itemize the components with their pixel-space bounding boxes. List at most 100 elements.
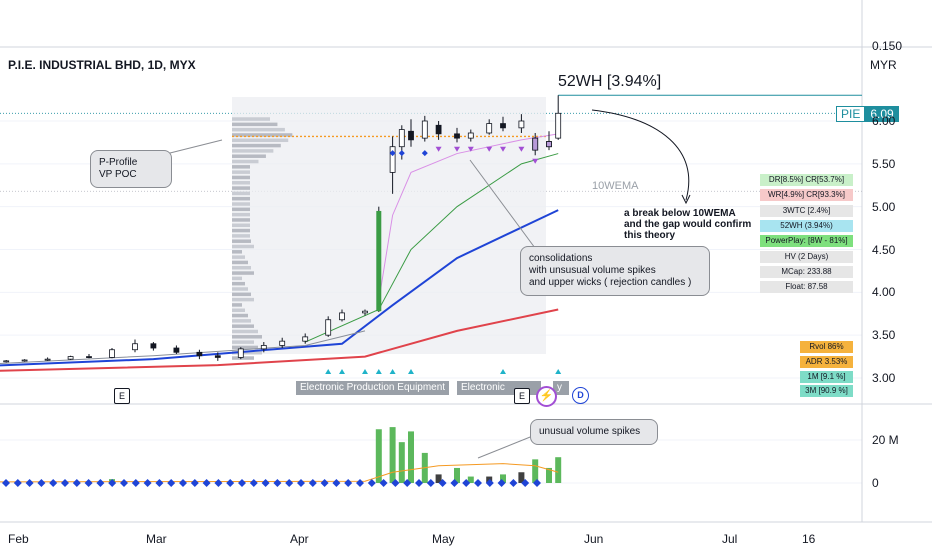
profile-bar xyxy=(232,138,289,143)
volume-marker xyxy=(72,479,81,487)
volume-bar xyxy=(435,474,442,483)
ma-line xyxy=(0,330,366,364)
profile-bar xyxy=(232,223,250,228)
volume-marker xyxy=(96,479,105,487)
price-tick-label: 3.00 xyxy=(872,371,896,385)
candle-body xyxy=(362,310,368,314)
time-tick-label: Jun xyxy=(584,532,604,546)
volume-marker xyxy=(202,479,211,487)
theory-note: a break below 10WEMA and the gap would c… xyxy=(624,208,774,241)
volume-marker xyxy=(462,479,471,487)
signal-triangle xyxy=(325,369,332,374)
profile-bar xyxy=(232,228,250,233)
profile-bar xyxy=(232,149,274,153)
volume-marker xyxy=(391,479,400,487)
volume-marker xyxy=(308,479,317,487)
last-price: 6.09 xyxy=(865,106,899,122)
profile-bar xyxy=(232,287,248,291)
profile-bar xyxy=(232,324,254,328)
time-tick-label: Mar xyxy=(146,532,167,546)
curved-arrow xyxy=(591,109,690,201)
profile-bar xyxy=(232,308,245,312)
volume-marker xyxy=(190,479,199,487)
moving-averages xyxy=(0,133,559,372)
signal-triangle xyxy=(375,369,382,374)
stat-badge: PowerPlay: [8W - 81%] xyxy=(760,235,853,248)
stat-badge: MCap: 233.88 xyxy=(760,265,853,278)
dividend-event-icon[interactable]: D xyxy=(572,387,589,404)
candle-body xyxy=(421,120,428,139)
candle-body xyxy=(173,347,180,353)
signal-triangle xyxy=(435,146,442,152)
profile-bar xyxy=(232,212,250,217)
volume-marker xyxy=(25,479,34,487)
profile-bar xyxy=(232,207,250,212)
profile-bar xyxy=(232,271,254,275)
time-tick-label: 16 xyxy=(802,532,816,546)
arrow-head xyxy=(681,194,691,205)
volume-marker xyxy=(415,479,423,487)
profile-bar xyxy=(232,313,248,318)
volume-bar xyxy=(555,457,562,483)
profile-bar xyxy=(232,266,251,270)
chart-title: P.I.E. INDUSTRIAL BHD, 1D, MYX xyxy=(8,58,196,72)
signal-diamond xyxy=(389,150,396,157)
stat-badge: HV (2 Days) xyxy=(760,250,853,263)
profile-bar xyxy=(232,117,270,121)
stat-badge: 3WTC [2.4%] xyxy=(760,204,853,217)
callout-volume-spikes: unusual volume spikes xyxy=(530,419,658,445)
volume-marker xyxy=(332,479,341,487)
last-price-label: PIE 6.09 xyxy=(836,106,899,122)
profile-bar xyxy=(232,154,266,158)
callout-consolidations-line2: with unsusual volume spikes xyxy=(529,265,656,276)
volume-marker xyxy=(426,479,435,487)
candle-body xyxy=(486,123,493,134)
volume-marker xyxy=(155,479,164,487)
callout-pprofile-line2: VP POC xyxy=(99,169,137,180)
volume-marker xyxy=(356,479,364,487)
profile-bar xyxy=(232,319,251,323)
candle-body xyxy=(500,123,506,129)
volume-marker xyxy=(320,479,329,487)
profile-bar xyxy=(232,345,258,350)
sector-label-1[interactable]: Electronic Production Equipment xyxy=(296,381,450,395)
volume-bars xyxy=(0,427,562,487)
earnings-event-icon[interactable]: E xyxy=(114,388,130,404)
candle-body xyxy=(44,358,51,361)
sector-label-3[interactable]: y xyxy=(553,381,569,395)
volume-profile xyxy=(232,97,548,360)
price-tick-label: 4.00 xyxy=(872,285,896,300)
volume-marker xyxy=(273,479,282,487)
profile-bar xyxy=(232,122,278,127)
profile-bar xyxy=(232,281,245,286)
callout-pprofile: P-Profile VP POC xyxy=(90,150,172,188)
theory-line3: this theory xyxy=(624,230,676,241)
profile-bar xyxy=(232,143,281,148)
candle-body xyxy=(86,356,92,358)
earnings-event-icon[interactable]: E xyxy=(514,388,530,404)
profile-bar xyxy=(232,356,254,360)
profile-bar xyxy=(232,239,251,243)
profile-bar xyxy=(232,292,251,297)
stat-badge: Float: 87.58 xyxy=(760,281,853,294)
volume-bar xyxy=(518,472,525,483)
lightning-event-icon[interactable]: ⚡ xyxy=(536,386,557,407)
price-tick-label: 5.00 xyxy=(872,199,896,214)
currency-selector[interactable]: MYR xyxy=(870,58,897,72)
stat-badge: WR[4.9%] CR[93.3%] xyxy=(760,189,853,202)
time-tick-label: May xyxy=(432,532,455,546)
profile-bar xyxy=(232,159,259,164)
price-tick-label: 3.50 xyxy=(872,328,896,343)
volume-marker xyxy=(179,479,187,487)
signal-triangle xyxy=(467,146,474,152)
candle-body xyxy=(21,359,28,362)
callout-pointer xyxy=(469,159,536,249)
volume-bar xyxy=(398,442,405,483)
profile-bar xyxy=(232,303,242,307)
volume-marker xyxy=(485,479,494,487)
signal-triangle xyxy=(454,146,460,152)
volume-marker xyxy=(474,479,482,487)
volume-marker xyxy=(214,479,223,487)
profile-bar xyxy=(232,260,248,265)
ma-line xyxy=(0,308,559,372)
